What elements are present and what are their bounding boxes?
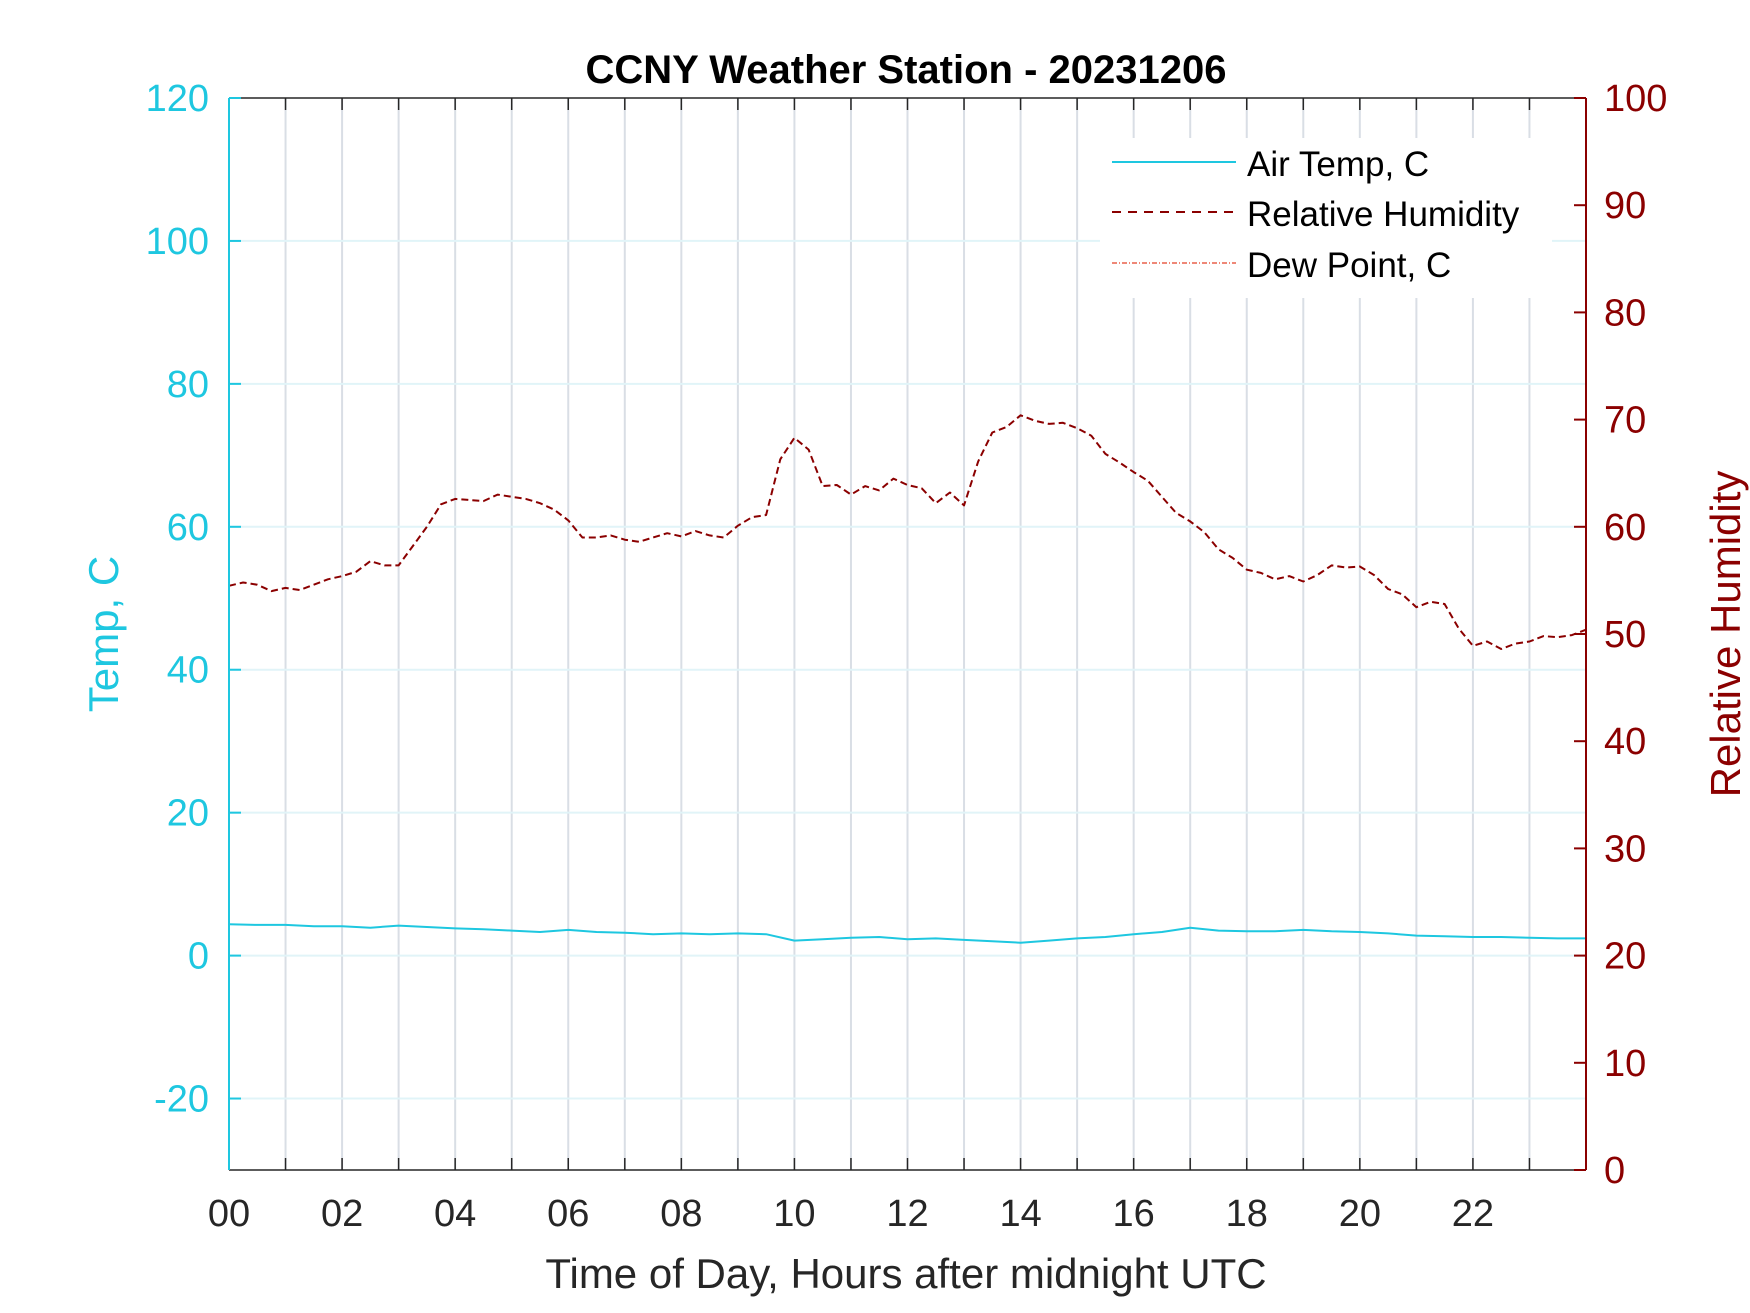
chart-title: CCNY Weather Station - 20231206 — [586, 48, 1227, 92]
legend-box — [1100, 138, 1552, 298]
legend-label-air-temp: Air Temp, C — [1247, 145, 1429, 184]
x-tick-label: 04 — [434, 1193, 476, 1235]
y-right-tick-label: 80 — [1604, 292, 1646, 334]
x-axis-label: Time of Day, Hours after midnight UTC — [545, 1250, 1266, 1297]
y-right-tick-label: 30 — [1604, 828, 1646, 870]
x-tick-label: 08 — [660, 1193, 702, 1235]
legend-label-dew-point: Dew Point, C — [1247, 246, 1451, 285]
x-tick-label: 06 — [547, 1193, 589, 1235]
x-tick-label: 14 — [999, 1193, 1041, 1235]
y-left-tick-label: 120 — [146, 78, 209, 120]
x-tick-label: 12 — [886, 1193, 928, 1235]
x-tick-label: 10 — [773, 1193, 815, 1235]
y-right-tick-label: 100 — [1604, 78, 1667, 120]
axes — [228, 97, 1587, 1171]
x-tick-label: 02 — [321, 1193, 363, 1235]
legend: Air Temp, C Relative Humidity Dew Point,… — [1100, 138, 1552, 298]
y-right-tick-label: 70 — [1604, 400, 1646, 442]
tick-labels: 00 02 04 06 08 10 12 14 16 18 20 22-200204060801001… — [146, 78, 1668, 1235]
x-tick-label: 18 — [1226, 1193, 1268, 1235]
y-right-tick-label: 10 — [1604, 1043, 1646, 1085]
x-tick-label: 00 — [208, 1193, 250, 1235]
y-left-tick-label: 40 — [167, 650, 209, 692]
y-right-tick-label: 50 — [1604, 614, 1646, 656]
x-tick-label: 20 — [1339, 1193, 1381, 1235]
y-left-tick-label: 100 — [146, 221, 209, 263]
y-left-tick-label: -20 — [154, 1079, 209, 1121]
y-right-tick-label: 60 — [1604, 507, 1646, 549]
series-line-relative-humidity — [228, 414, 1587, 650]
y-right-tick-label: 20 — [1604, 936, 1646, 978]
y-left-tick-label: 60 — [167, 507, 209, 549]
series-line-air-temp — [228, 923, 1586, 944]
y-right-tick-label: 0 — [1604, 1150, 1625, 1192]
x-tick-label: 22 — [1452, 1193, 1494, 1235]
y-right-tick-label: 90 — [1604, 185, 1646, 227]
series-lines — [228, 414, 1587, 944]
y-axis-right-label: Relative Humidity — [1702, 471, 1749, 798]
legend-label-humidity: Relative Humidity — [1247, 195, 1520, 234]
y-right-tick-label: 40 — [1604, 721, 1646, 763]
x-tick-label: 16 — [1113, 1193, 1155, 1235]
y-left-tick-label: 80 — [167, 364, 209, 406]
y-axis-left-label: Temp, C — [80, 556, 127, 712]
y-left-tick-label: 0 — [188, 936, 209, 978]
grid-lines — [229, 98, 1586, 1170]
y-left-tick-label: 20 — [167, 793, 209, 835]
